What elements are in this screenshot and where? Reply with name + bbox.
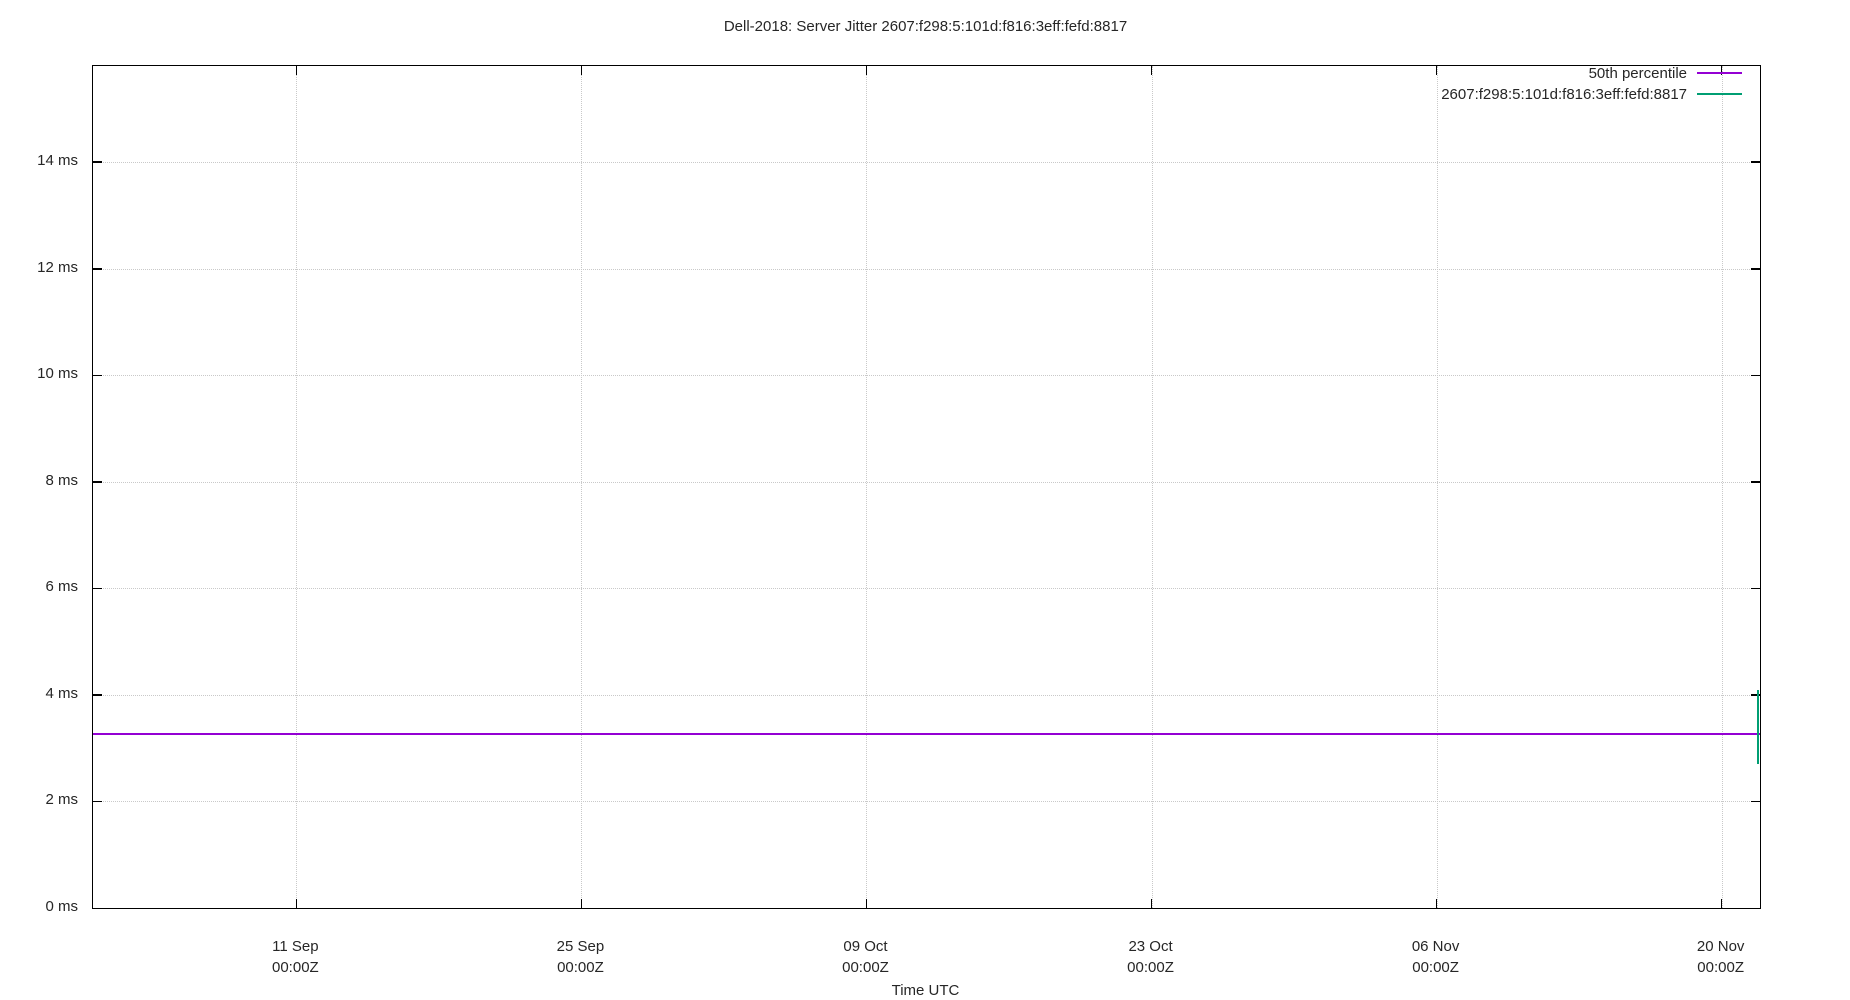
- chart-title: Dell-2018: Server Jitter 2607:f298:5:101…: [723, 18, 1128, 35]
- legend-item-ipv6-host: 2607:f298:5:101d:f816:3eff:fefd:8817: [1441, 84, 1742, 104]
- y-gridline: [93, 161, 1760, 163]
- x-tick-bottom: [1150, 899, 1153, 908]
- y-gridline: [93, 375, 1760, 377]
- y-tick-left: [93, 481, 102, 483]
- x-tick-label: 06 Nov 00:00Z: [1411, 938, 1460, 976]
- x-tick-bottom: [1720, 899, 1723, 908]
- x-gridline: [1436, 66, 1438, 908]
- y-tick-label: 8 ms: [45, 471, 78, 489]
- y-gridline: [93, 588, 1760, 590]
- y-tick-left: [93, 587, 102, 590]
- y-tick-label: 12 ms: [37, 258, 78, 276]
- legend-item-50th-percentile: 50th percentile: [1589, 63, 1742, 83]
- y-tick-label: 4 ms: [45, 684, 78, 702]
- series-line-50th-percentile: [93, 732, 1760, 735]
- y-tick-right: [1751, 800, 1760, 803]
- y-gridline: [93, 268, 1760, 270]
- x-tick-bottom: [1435, 899, 1438, 908]
- y-tick-label: 2 ms: [45, 791, 78, 809]
- y-tick-left: [93, 374, 102, 377]
- y-tick-right: [1751, 268, 1760, 270]
- x-tick-bottom: [865, 899, 868, 908]
- x-tick-top: [865, 66, 868, 75]
- y-tick-label: 6 ms: [45, 578, 78, 596]
- y-tick-left: [93, 161, 102, 163]
- legend-label-ipv6-host: 2607:f298:5:101d:f816:3eff:fefd:8817: [1441, 85, 1687, 103]
- y-tick-right: [1751, 161, 1760, 163]
- y-gridline: [93, 801, 1760, 803]
- legend: 50th percentile 2607:f298:5:101d:f816:3e…: [1441, 63, 1742, 104]
- x-tick-top: [1435, 66, 1438, 75]
- series-line-ipv6-host: [1757, 689, 1760, 765]
- legend-swatch-50th-percentile: [1697, 72, 1742, 74]
- x-gridline: [296, 66, 298, 908]
- y-tick-label: 10 ms: [37, 365, 78, 383]
- y-tick-right: [1751, 694, 1760, 696]
- x-gridline: [1151, 66, 1153, 908]
- x-tick-top: [1720, 66, 1723, 75]
- x-tick-label: 20 Nov 00:00Z: [1696, 938, 1745, 976]
- y-tick-left: [93, 694, 102, 696]
- x-tick-label: 09 Oct 00:00Z: [842, 938, 889, 976]
- y-tick-left: [93, 268, 102, 270]
- x-gridline: [1721, 66, 1723, 908]
- x-tick-top: [295, 66, 298, 75]
- x-gridline: [581, 66, 583, 908]
- y-tick-right: [1751, 481, 1760, 483]
- y-tick-right: [1751, 587, 1760, 590]
- x-tick-label: 25 Sep 00:00Z: [556, 938, 605, 976]
- legend-label-50th-percentile: 50th percentile: [1588, 64, 1687, 82]
- x-axis-title: Time UTC: [891, 982, 960, 999]
- x-tick-bottom: [295, 899, 298, 908]
- x-tick-label: 11 Sep 00:00Z: [272, 938, 319, 976]
- y-tick-label: 14 ms: [37, 151, 78, 169]
- plot-area: [92, 65, 1761, 909]
- x-tick-bottom: [580, 899, 583, 908]
- y-tick-label: 0 ms: [45, 898, 78, 915]
- legend-swatch-ipv6-host: [1697, 93, 1742, 95]
- y-gridline: [93, 481, 1760, 483]
- x-tick-label: 23 Oct 00:00Z: [1127, 938, 1174, 976]
- x-tick-top: [1150, 66, 1153, 75]
- y-tick-left: [93, 800, 102, 803]
- y-tick-right: [1751, 374, 1760, 377]
- x-tick-top: [580, 66, 583, 75]
- x-gridline: [866, 66, 868, 908]
- y-gridline: [93, 694, 1760, 696]
